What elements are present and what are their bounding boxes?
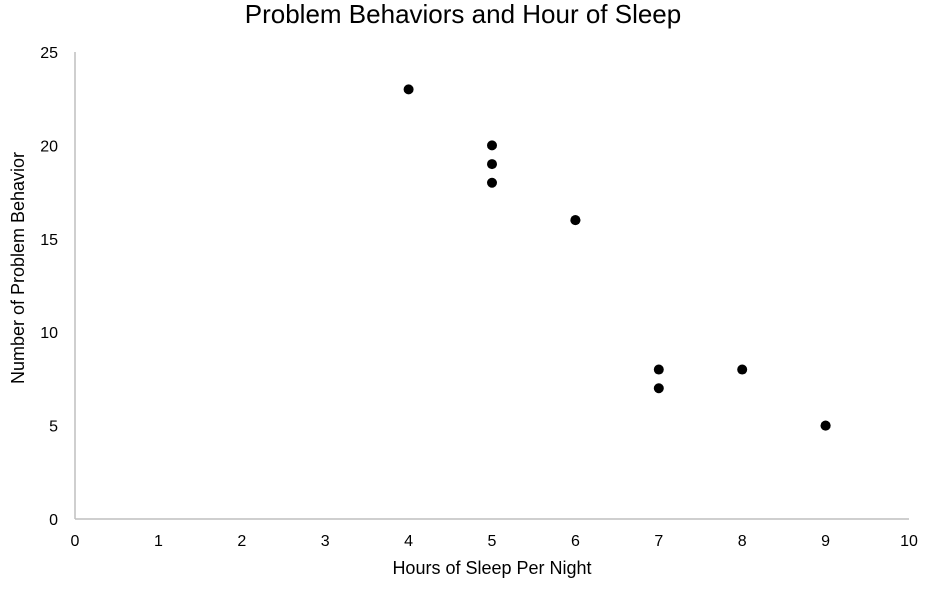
x-tick-label: 7: [654, 533, 663, 550]
data-points: [403, 84, 831, 431]
x-tick-label: 9: [821, 533, 830, 550]
x-tick-label: 8: [738, 533, 747, 550]
x-tick-label: 6: [571, 533, 580, 550]
data-point: [820, 420, 831, 431]
y-tick-label: 20: [40, 138, 58, 155]
data-point: [487, 177, 497, 188]
data-point: [570, 215, 581, 226]
x-tick-label: 0: [71, 533, 80, 550]
y-tick-label: 5: [49, 419, 58, 436]
x-axis-label: Hours of Sleep Per Night: [392, 558, 591, 578]
x-tick-label: 2: [237, 533, 246, 550]
x-tick-label: 5: [488, 533, 497, 550]
data-point: [403, 84, 414, 95]
y-tick-label: 10: [40, 325, 58, 342]
x-tick-label: 1: [154, 533, 163, 550]
data-point: [653, 383, 664, 394]
chart-title: Problem Behaviors and Hour of Sleep: [245, 0, 681, 29]
x-tick-label: 10: [900, 533, 918, 550]
y-tick-labels: 0 5 10 15 20 25: [40, 45, 58, 529]
data-point: [737, 364, 748, 375]
data-point: [487, 140, 497, 151]
data-point: [653, 364, 664, 375]
x-tick-labels: 0 1 2 3 4 5 6 7 8 9 10: [71, 533, 918, 550]
y-tick-label: 25: [40, 45, 58, 62]
y-tick-label: 15: [40, 232, 58, 249]
y-tick-label: 0: [49, 512, 58, 529]
data-point: [487, 159, 497, 170]
x-tick-label: 4: [404, 533, 413, 550]
y-axis-label: Number of Problem Behavior: [8, 152, 28, 384]
x-tick-label: 3: [321, 533, 330, 550]
